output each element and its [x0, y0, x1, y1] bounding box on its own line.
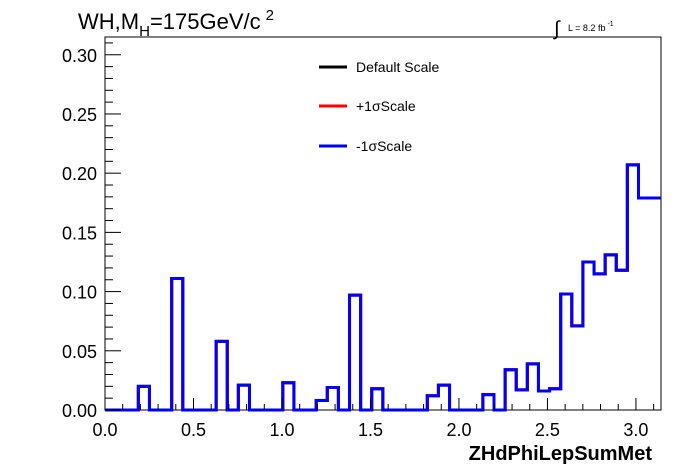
axes: 0.0 0.5 1.0 1.5 2.0 2.5 3.0 0.00 0.05 0.10 0.15 0.2… [62, 42, 655, 440]
plot-frame [104, 36, 662, 411]
histogram-layer [105, 163, 661, 412]
x-tick-label: 3.0 [623, 420, 648, 440]
lumi-label: L = 8.2 fb -1 [568, 21, 614, 33]
y-tick-label: 0.05 [62, 342, 97, 362]
chart-title: WH,MH=175GeV/c 2 [78, 7, 274, 40]
histogram-plus1sigma-scale [105, 163, 661, 412]
y-tick-label: 0.30 [62, 46, 97, 66]
legend: Default Scale +1σScale -1σScale [319, 59, 439, 154]
x-tick-label: 1.0 [269, 420, 294, 440]
y-tick-label: 0.10 [62, 283, 97, 303]
lumi-integral: ∫ [553, 18, 561, 40]
x-tick-label: 0.0 [92, 420, 117, 440]
x-tick-label: 0.5 [181, 420, 206, 440]
y-tick-label: 0.00 [62, 401, 97, 421]
legend-label-plus1sigma: +1σScale [356, 98, 416, 114]
histogram-default-scale [105, 163, 661, 412]
y-tick-label: 0.25 [62, 105, 97, 125]
legend-label-default: Default Scale [356, 59, 439, 75]
x-tick-label: 1.5 [358, 420, 383, 440]
x-axis-title: ZHdPhiLepSumMet [469, 443, 653, 465]
legend-label-minus1sigma: -1σScale [356, 138, 412, 154]
histogram-minus1sigma-scale [105, 163, 661, 412]
y-tick-label: 0.15 [62, 223, 97, 243]
x-tick-label: 2.5 [535, 420, 560, 440]
x-tick-label: 2.0 [446, 420, 471, 440]
y-tick-label: 0.20 [62, 164, 97, 184]
